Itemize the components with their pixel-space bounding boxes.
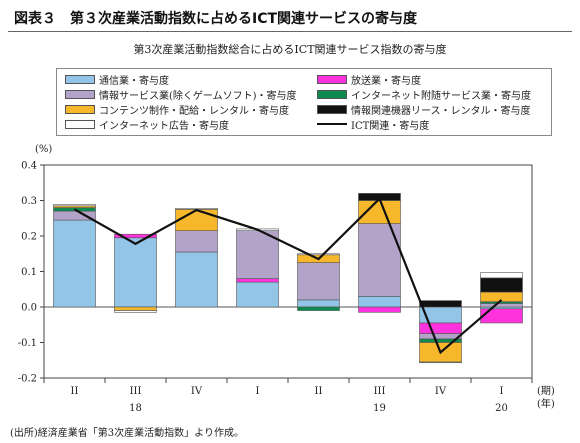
x-tick-label: I — [256, 386, 260, 397]
legend-swatch — [65, 119, 95, 129]
bar-segment — [53, 204, 96, 207]
bar-segment — [297, 262, 340, 301]
ict-total-line — [73, 196, 503, 355]
legend-label: インターネット附随サービス業・寄与度 — [351, 90, 531, 102]
bar-segment — [480, 272, 523, 279]
legend-swatch — [317, 104, 347, 114]
bar-segment — [236, 230, 279, 279]
bar-segment — [53, 219, 96, 308]
legend-label: コンテンツ制作・配給・レンタル・寄与度 — [99, 105, 289, 117]
year-label: 20 — [495, 403, 508, 414]
x-tick-label: III — [130, 386, 142, 397]
legend-swatch — [65, 104, 95, 114]
bar-segment — [419, 322, 462, 334]
legend-label: 通信業・寄与度 — [99, 75, 169, 87]
figure-title: 図表３ 第３次産業活動指数に占めるICT関連サービスの寄与度 — [14, 11, 418, 27]
bar-segment — [297, 253, 340, 256]
period-axis-label: (期) — [537, 385, 555, 397]
bar-segment — [236, 281, 279, 308]
legend-item: ICT関連・寄与度 — [317, 117, 430, 132]
legend-item: 情報サービス業(除くゲームソフト)・寄与度 — [65, 87, 297, 102]
y-tick-label: 0.2 — [21, 232, 37, 243]
x-tick-label: II — [315, 386, 323, 397]
bar-segment — [175, 230, 218, 253]
y-tick-label: 0.0 — [21, 303, 37, 314]
bar-segment — [114, 306, 157, 311]
bar-segment — [480, 303, 523, 308]
legend-item: コンテンツ制作・配給・レンタル・寄与度 — [65, 102, 289, 117]
legend-item: 情報関連機器リース・レンタル・寄与度 — [317, 102, 531, 117]
bar-segment — [236, 278, 279, 283]
x-tick-label: IV — [191, 386, 203, 397]
legend-line-swatch — [317, 123, 347, 125]
legend-label: インターネット広告・寄与度 — [99, 120, 229, 132]
legend-label: 情報サービス業(除くゲームソフト)・寄与度 — [99, 90, 297, 102]
year-label: 18 — [129, 403, 142, 414]
legend-label: 放送業・寄与度 — [351, 75, 421, 87]
bar-segment — [175, 209, 218, 231]
bar-segment — [114, 237, 157, 308]
legend-item: インターネット附随サービス業・寄与度 — [317, 87, 531, 102]
x-tick-label: I — [500, 386, 504, 397]
y-tick-label: -0.2 — [18, 374, 37, 385]
bar-segment — [419, 361, 462, 364]
y-tick-label: -0.1 — [18, 338, 37, 349]
bar-segment — [175, 251, 218, 308]
bar-segment — [480, 308, 523, 324]
legend-item: 放送業・寄与度 — [317, 72, 421, 87]
year-axis-label: (年) — [537, 397, 555, 410]
bar-segment — [114, 310, 157, 313]
bar-segment — [419, 333, 462, 340]
title-rule — [8, 31, 572, 32]
y-tick-label: 0.1 — [21, 267, 37, 278]
bar-segment — [297, 299, 340, 308]
bar-segment — [358, 306, 401, 313]
y-axis-label: (%) — [35, 144, 52, 155]
legend-item: インターネット広告・寄与度 — [65, 117, 229, 132]
legend-label: ICT関連・寄与度 — [351, 120, 430, 132]
bar-segment — [114, 233, 157, 239]
legend-label: 情報関連機器リース・レンタル・寄与度 — [351, 105, 531, 117]
legend-swatch — [65, 74, 95, 84]
legend-swatch — [65, 89, 95, 99]
chart-title: 第3次産業活動指数総合に占めるICT関連サービス指数の寄与度 — [133, 43, 447, 56]
x-tick-label: IV — [435, 386, 447, 397]
bar-segment — [358, 296, 401, 308]
legend-item: 通信業・寄与度 — [65, 72, 169, 87]
chart-legend: 通信業・寄与度 放送業・寄与度 情報サービス業(除くゲームソフト)・寄与度 インターネ… — [56, 68, 552, 136]
x-tick-label: III — [374, 386, 386, 397]
y-tick-label: 0.4 — [21, 161, 37, 172]
y-tick-label: 0.3 — [21, 196, 37, 207]
axis-layer: 0.40.30.20.10.0-0.1-0.2(%)II III IV I II III I… — [18, 144, 555, 414]
x-tick-label: II — [71, 386, 79, 397]
bar-segment — [480, 277, 523, 293]
bar-segment — [419, 300, 462, 308]
legend-swatch — [317, 89, 347, 99]
source-note: (出所)経済産業省「第3次産業活動指数」より作成。 — [10, 428, 244, 439]
bars-layer — [53, 193, 523, 364]
bar-segment — [297, 306, 340, 311]
year-label: 19 — [373, 403, 386, 414]
legend-swatch — [317, 74, 347, 84]
